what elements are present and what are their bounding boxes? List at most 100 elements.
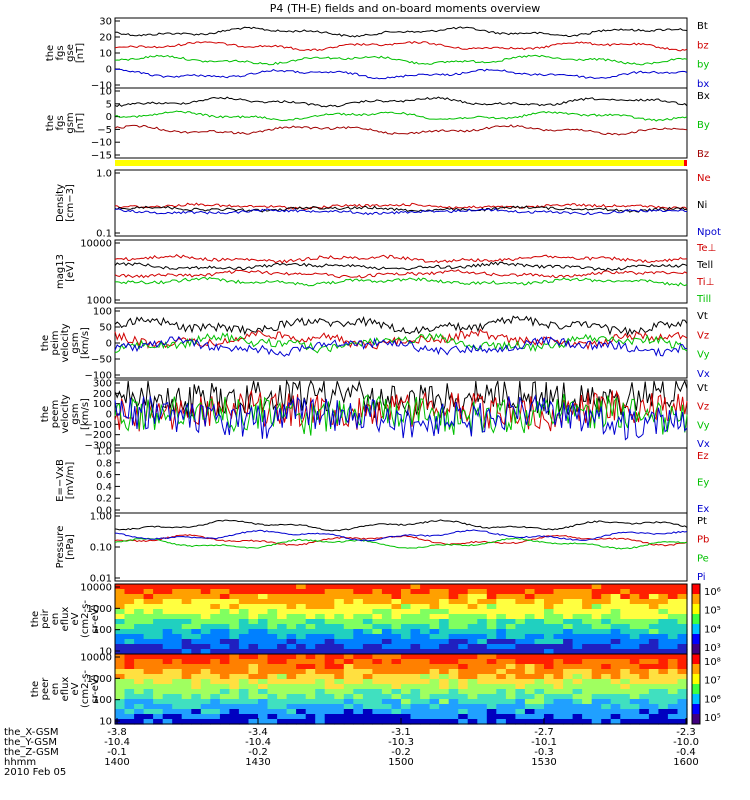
y-tick-label: 10 (99, 717, 112, 728)
spectrogram-cell (353, 694, 364, 700)
spectrogram-cell (286, 719, 297, 725)
spectrogram-cell (210, 609, 221, 615)
spectrogram-cell (648, 654, 659, 660)
spectrogram-cell (362, 629, 373, 635)
spectrogram-cell (200, 599, 211, 605)
spectrogram-cell (601, 674, 612, 680)
spectrogram-cell (258, 649, 269, 655)
spectrogram-cell (200, 699, 211, 705)
spectrogram-cell (658, 594, 669, 600)
legend-Bx: Bx (697, 91, 710, 102)
spectrogram-cell (286, 619, 297, 625)
spectrogram-cell (553, 649, 564, 655)
spectrogram-cell (267, 594, 278, 600)
spectrogram-cell (315, 704, 326, 710)
spectrogram-cell (467, 604, 478, 610)
spectrogram-cell (315, 609, 326, 615)
spectrogram-cell (448, 639, 459, 645)
spectrogram-cell (591, 584, 602, 590)
spectrogram-cell (477, 689, 488, 695)
spectrogram-cell (162, 679, 173, 685)
spectrogram-cell (362, 719, 373, 725)
y-axis-label: [nT] (75, 43, 86, 63)
spectrogram-cell (467, 699, 478, 705)
spectrogram-cell (401, 709, 412, 715)
spectrogram-cell (267, 644, 278, 650)
spectrogram-cell (219, 719, 230, 725)
y-axis-label: the (45, 45, 56, 61)
spectrogram-cell (582, 614, 593, 620)
spectrogram-cell (372, 619, 383, 625)
spectrogram-cell (572, 584, 583, 590)
spectrogram-cell (315, 629, 326, 635)
spectrogram-cell (591, 634, 602, 640)
legend-Vy: Vy (697, 420, 710, 431)
spectrogram-cell (610, 584, 621, 590)
spectrogram-cell (153, 644, 164, 650)
spectrogram-cell (667, 699, 678, 705)
spectrogram-cell (439, 659, 450, 665)
spectrogram-cell (524, 694, 535, 700)
spectrogram-cell (667, 599, 678, 605)
spectrogram-cell (296, 604, 307, 610)
spectrogram-cell (420, 709, 431, 715)
spectrogram-cell (143, 649, 154, 655)
spectrogram-cell (248, 654, 259, 660)
spectrogram-cell (210, 629, 221, 635)
colorbar-tick-label: 10⁶ (704, 694, 721, 705)
spectrogram-cell (486, 609, 497, 615)
spectrogram-cell (496, 604, 507, 610)
spectrogram-cell (563, 679, 574, 685)
spectrogram-cell (267, 634, 278, 640)
spectrogram-cell (515, 589, 526, 595)
spectrogram-cell (277, 614, 288, 620)
spectrogram-cell (658, 589, 669, 595)
spectrogram-cell (296, 619, 307, 625)
spectrogram-cell (296, 699, 307, 705)
spectrogram-cell (219, 619, 230, 625)
spectrogram-cell (381, 659, 392, 665)
spectrogram-cell (591, 649, 602, 655)
spectrogram-cell (143, 694, 154, 700)
spectrogram-cell (572, 669, 583, 675)
spectrogram-cell (648, 684, 659, 690)
spectrogram-cell (229, 629, 240, 635)
spectrogram-cell (486, 674, 497, 680)
spectrogram-cell (353, 649, 364, 655)
spectrogram-cell (591, 674, 602, 680)
legend-Ex: Ex (697, 504, 709, 515)
spectrogram-cell (420, 679, 431, 685)
spectrogram-cell (134, 589, 145, 595)
spectrogram-cell (134, 674, 145, 680)
spectrogram-cell (658, 719, 669, 725)
spectrogram-cell (458, 699, 469, 705)
spectrogram-cell (467, 669, 478, 675)
colorbar-segment (692, 634, 700, 645)
spectrogram-cell (639, 594, 650, 600)
spectrogram-cell (505, 684, 516, 690)
spectrogram-cell (200, 704, 211, 710)
spectrogram-cell (210, 614, 221, 620)
legend-Till: Till (696, 294, 711, 305)
spectrogram-cell (639, 709, 650, 715)
spectrogram-cell (582, 694, 593, 700)
spectrogram-cell (410, 599, 421, 605)
spectrogram-cell (248, 689, 259, 695)
spectrogram-cell (277, 689, 288, 695)
y-tick-label: 0 (106, 339, 112, 350)
spectrogram-cell (372, 679, 383, 685)
spectrogram-cell (667, 669, 678, 675)
spectrogram-cell (458, 604, 469, 610)
spectrogram-cell (467, 594, 478, 600)
spectrogram-cell (467, 719, 478, 725)
spectrogram-cell (277, 699, 288, 705)
spectrogram-cell (324, 639, 335, 645)
spectrogram-cell (143, 714, 154, 720)
series-Bt (114, 26, 688, 38)
spectrogram-cell (115, 654, 126, 660)
legend-Bz: Bz (697, 149, 709, 160)
spectrogram-cell (534, 719, 545, 725)
spectrogram-cell (677, 699, 688, 705)
spectrogram-cell (610, 714, 621, 720)
y-tick-label: 1000 (87, 604, 112, 615)
